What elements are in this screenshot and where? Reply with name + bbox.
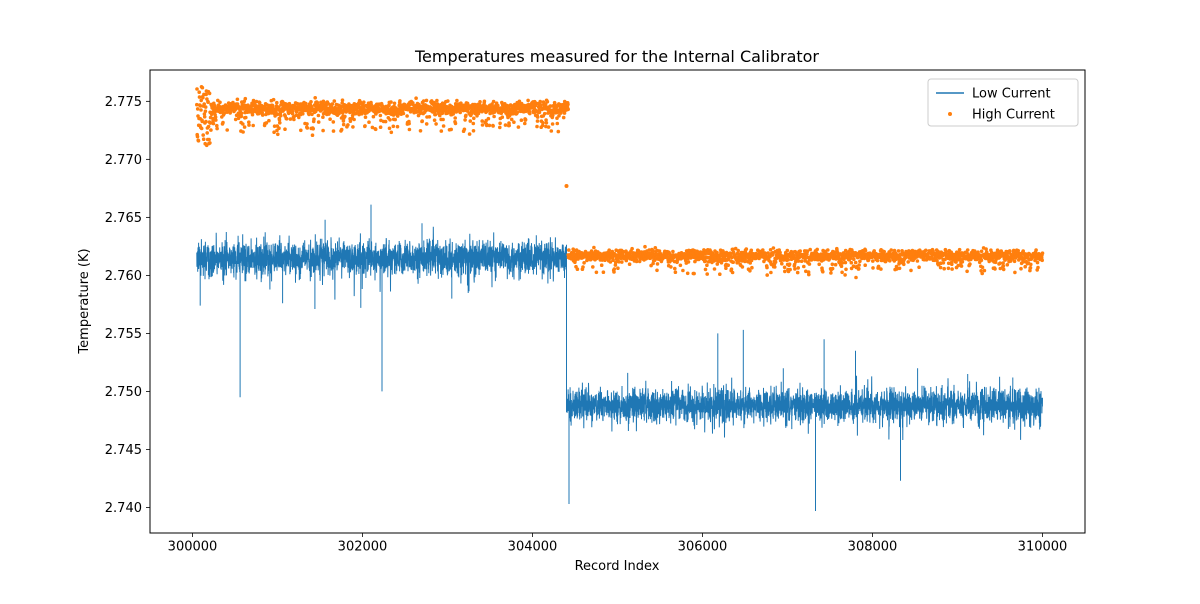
y-tick-label: 2.755 [105,327,142,342]
y-tick-label: 2.745 [105,443,142,458]
x-axis-label: Record Index [575,559,660,574]
plot-area: 300000 302000 304000 306000 308000 310000 2.74… [105,69,1086,555]
x-tick-label: 310000 [1018,540,1068,555]
y-tick-label: 2.770 [105,153,142,168]
legend-high-current-label: High Current [972,108,1055,123]
x-tick-label: 304000 [508,540,558,555]
y-tick-label: 2.760 [105,269,142,284]
legend-frame [927,78,1079,127]
y-tick-label: 2.765 [105,211,142,226]
legend-low-current-label: Low Current [972,87,1051,102]
y-axis-label: Temperature (K) [77,248,92,354]
y-tick-label: 2.750 [105,385,142,400]
chart-title: Temperatures measured for the Internal C… [414,47,819,66]
x-tick-label: 302000 [338,540,388,555]
x-tick-label: 300000 [168,540,218,555]
legend-high-current-dot-sample [948,112,952,116]
outlier-dot [564,184,569,188]
series-high-current [195,85,1045,280]
x-tick-label: 306000 [678,540,728,555]
plot-frame [149,69,1086,534]
legend: Low Current High Current [927,78,1079,127]
x-tick-label: 308000 [848,540,898,555]
y-tick-label: 2.740 [105,501,142,516]
series-low-current [196,204,1043,511]
y-tick-label: 2.775 [105,95,142,110]
